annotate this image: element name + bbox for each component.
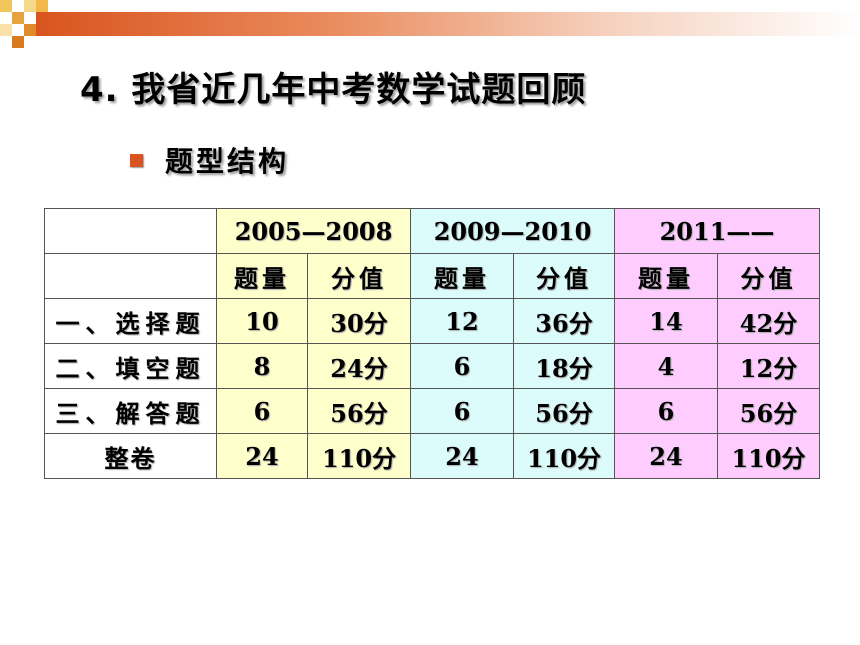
table-cell: 36分 [513, 298, 615, 344]
table-cell: 6 [216, 388, 308, 434]
period-header: 2005—2008 [216, 208, 411, 254]
subheader-cell: 题量 [216, 253, 308, 299]
table-cell: 110分 [513, 433, 615, 479]
table-cell: 6 [410, 388, 514, 434]
slide-title: 4. 我省近几年中考数学试题回顾 [80, 70, 587, 110]
table-cell: 6 [614, 388, 718, 434]
table-cell: 56分 [307, 388, 411, 434]
subheader-cell: 题量 [410, 253, 514, 299]
header-gradient-bar [36, 12, 860, 36]
question-structure-table: 2005—2008 2009—2010 2011—— 题量 分值 题量 分值 题… [44, 208, 820, 479]
period-header: 2011—— [614, 208, 820, 254]
period-header: 2009—2010 [410, 208, 615, 254]
deco-square [12, 36, 24, 48]
row-label: 整卷 [44, 433, 217, 479]
table-row: 一、选择题 10 30分 12 36分 14 42分 [44, 298, 820, 344]
table-cell: 24 [410, 433, 514, 479]
table-cell: 14 [614, 298, 718, 344]
table-corner-cell [44, 208, 217, 254]
bullet-item: 题型结构 [130, 140, 289, 180]
table-cell: 10 [216, 298, 308, 344]
subheader-cell: 分值 [307, 253, 411, 299]
deco-square [0, 24, 12, 36]
table-cell: 110分 [717, 433, 820, 479]
table-cell: 56分 [513, 388, 615, 434]
header-decoration [0, 0, 860, 60]
deco-square [12, 12, 24, 24]
table-cell: 110分 [307, 433, 411, 479]
table-cell: 24 [216, 433, 308, 479]
table-cell: 42分 [717, 298, 820, 344]
table-row: 二、填空题 8 24分 6 18分 4 12分 [44, 343, 820, 389]
row-label: 二、填空题 [44, 343, 217, 389]
table-cell: 24 [614, 433, 718, 479]
bullet-square-icon [130, 153, 143, 167]
deco-square [36, 0, 48, 12]
bullet-text: 题型结构 [165, 145, 290, 178]
table-cell: 12分 [717, 343, 820, 389]
row-label: 一、选择题 [44, 298, 217, 344]
deco-square [24, 0, 36, 12]
table-cell: 30分 [307, 298, 411, 344]
deco-square [0, 0, 12, 12]
subheader-cell: 题量 [614, 253, 718, 299]
table-cell: 56分 [717, 388, 820, 434]
table-cell: 24分 [307, 343, 411, 389]
table-corner-cell [44, 253, 217, 299]
table-cell: 4 [614, 343, 718, 389]
table-subheader-row: 题量 分值 题量 分值 题量 分值 [44, 253, 820, 299]
table-row: 三、解答题 6 56分 6 56分 6 56分 [44, 388, 820, 434]
deco-square [24, 24, 36, 36]
table-cell: 12 [410, 298, 514, 344]
table-cell: 6 [410, 343, 514, 389]
subheader-cell: 分值 [717, 253, 820, 299]
row-label: 三、解答题 [44, 388, 217, 434]
table-cell: 8 [216, 343, 308, 389]
table-cell: 18分 [513, 343, 615, 389]
table-header-row: 2005—2008 2009—2010 2011—— [44, 208, 820, 254]
table-row: 整卷 24 110分 24 110分 24 110分 [44, 433, 820, 479]
subheader-cell: 分值 [513, 253, 615, 299]
